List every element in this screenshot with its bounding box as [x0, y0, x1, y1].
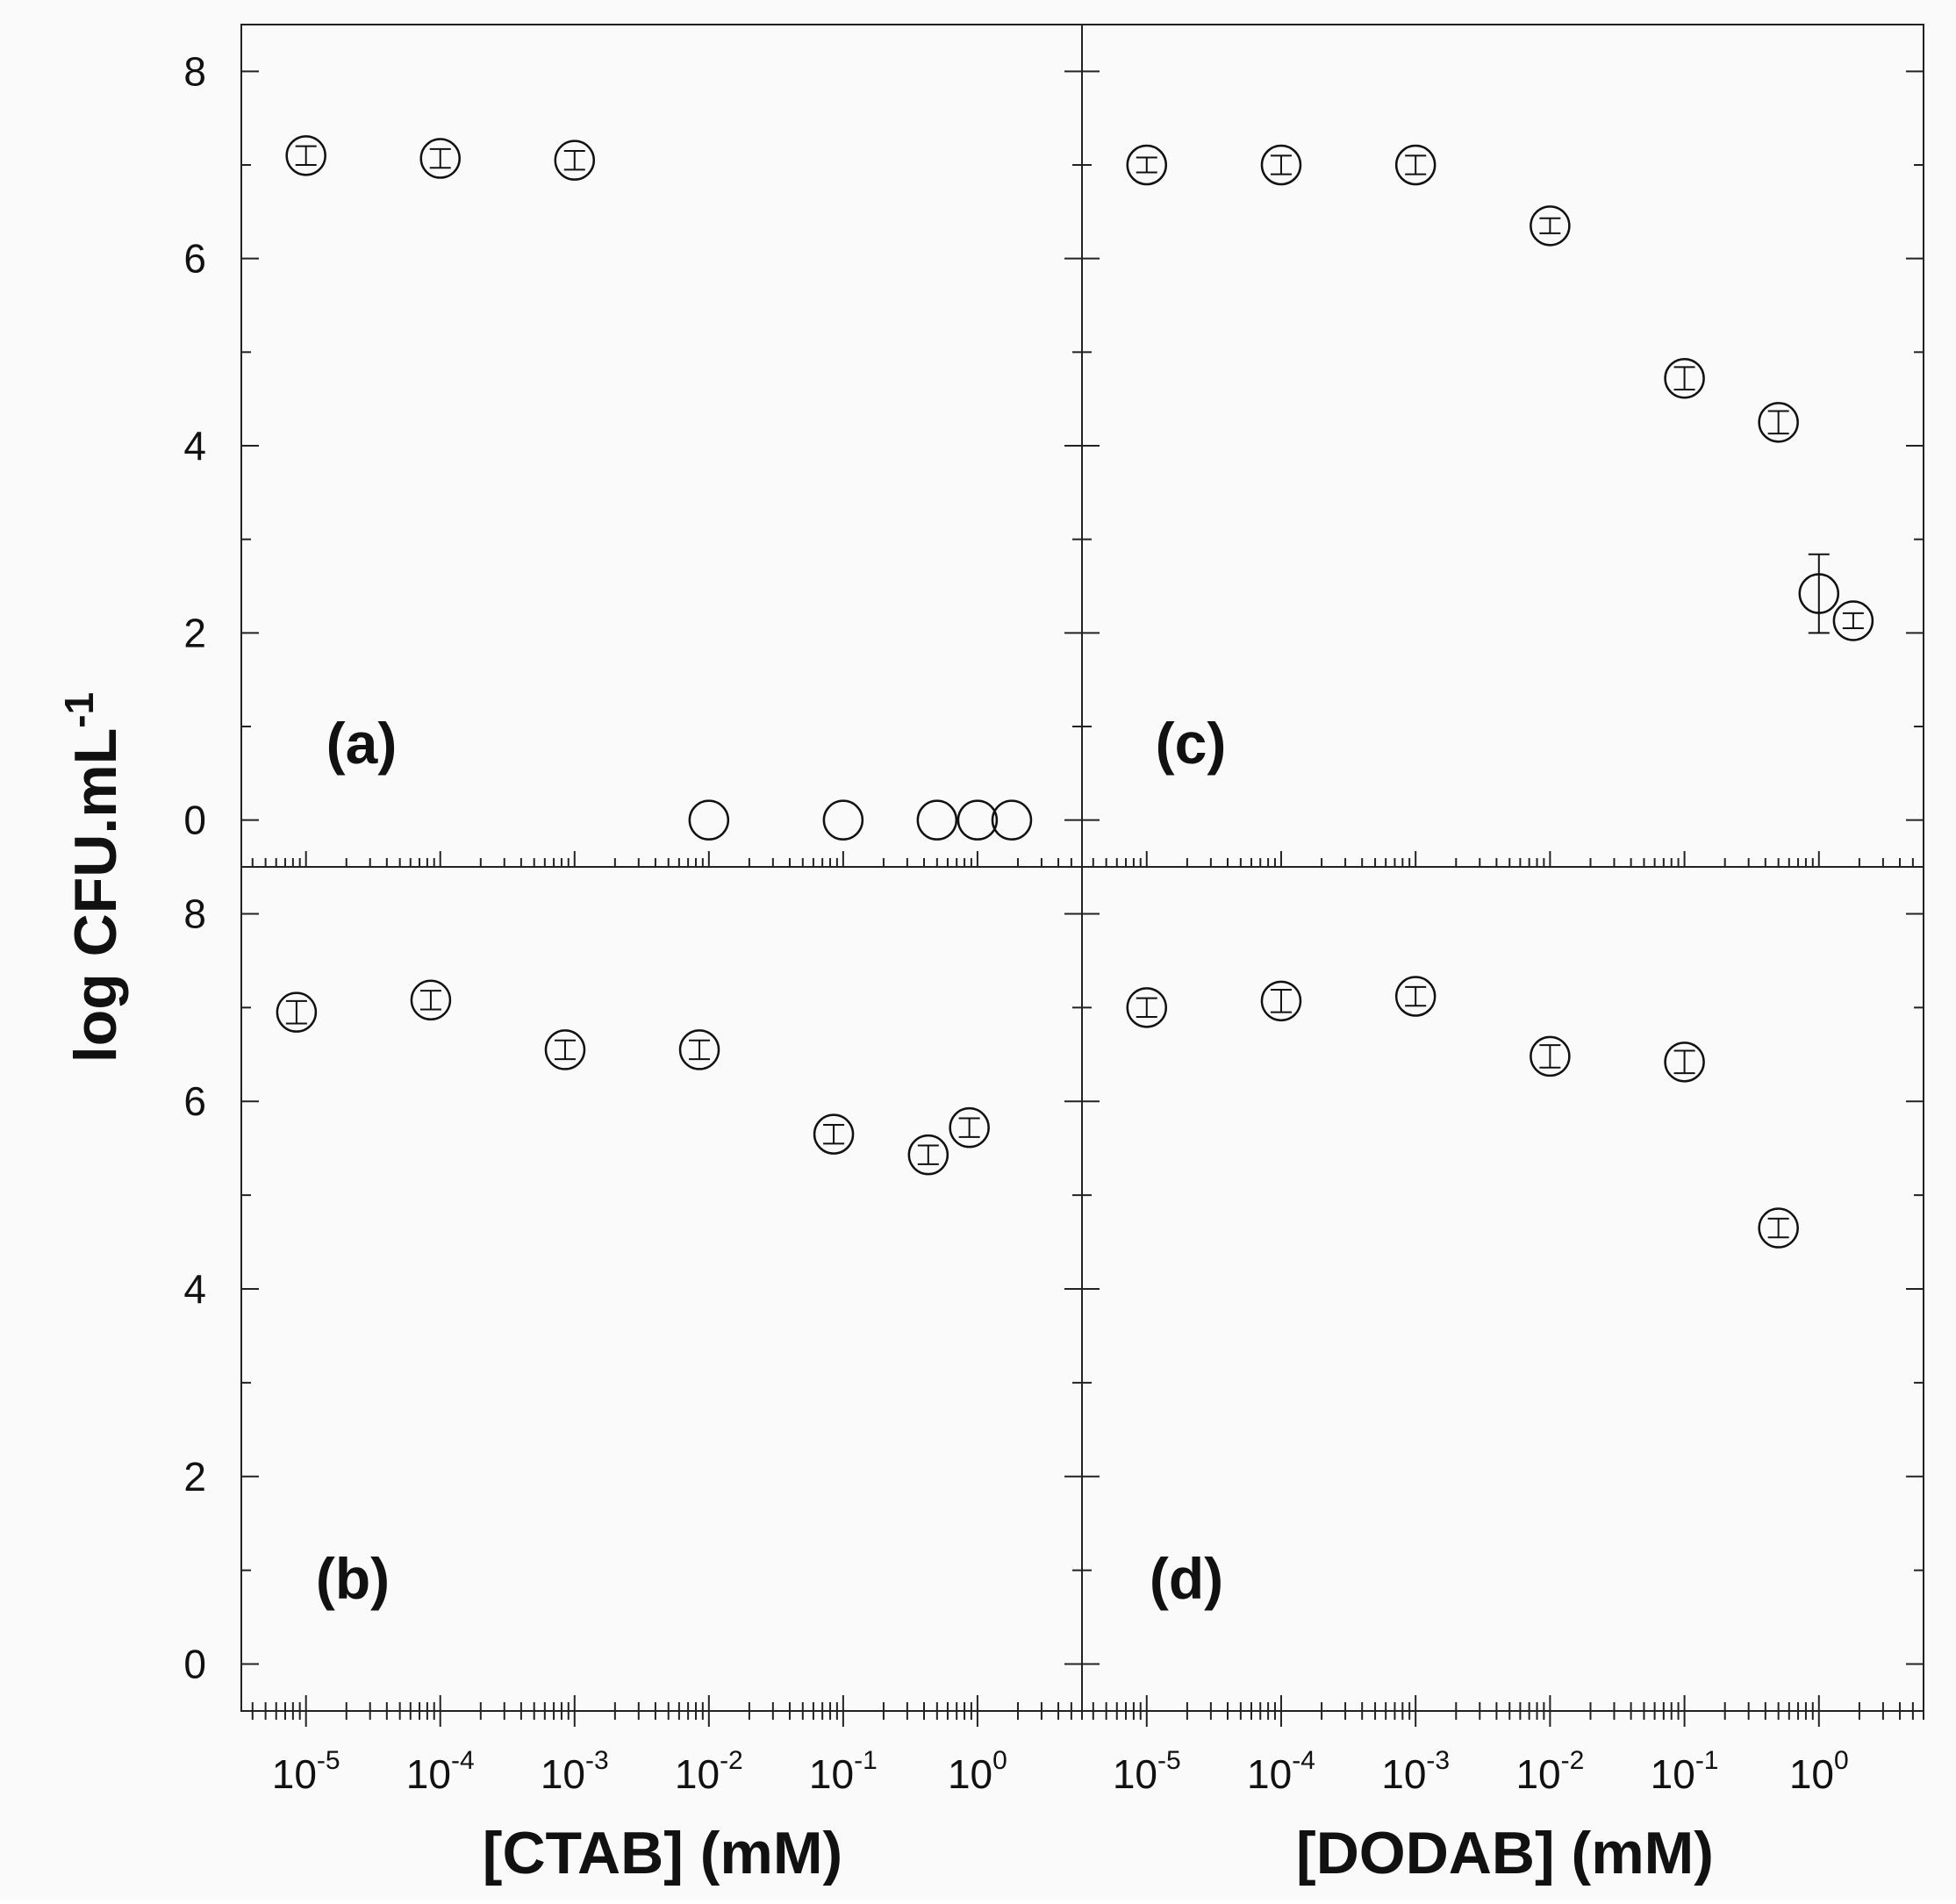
data-point: [544, 1029, 586, 1070]
y-tick-label: 8: [183, 48, 206, 94]
marker-circle: [822, 799, 864, 841]
y-tick-label: 6: [183, 236, 206, 282]
marker-circle: [1530, 1035, 1571, 1077]
marker-circle: [949, 1106, 990, 1149]
marker-circle: [1798, 573, 1840, 614]
marker-circle: [1260, 980, 1302, 1022]
x-tick-label: 10-3: [541, 1746, 609, 1797]
marker-circle: [1664, 1041, 1705, 1083]
marker-circle: [1758, 1207, 1799, 1249]
y-axis-title: log CFU.mL-1: [56, 692, 129, 1063]
data-point: [1664, 357, 1705, 399]
y-tick-label: 0: [183, 1642, 206, 1687]
marker-circle: [907, 1134, 949, 1176]
x-tick-label: 10-4: [1247, 1746, 1315, 1797]
marker-circle: [419, 138, 461, 179]
marker-circle: [1394, 976, 1437, 1017]
data-point: [1798, 553, 1840, 634]
data-point: [419, 138, 461, 179]
marker-circle: [813, 1113, 855, 1155]
data-point: [1394, 144, 1437, 186]
y-tick-label: 8: [183, 891, 206, 936]
marker-circle: [1394, 144, 1437, 186]
panel-label: (b): [316, 1546, 390, 1611]
marker-circle: [1664, 357, 1705, 399]
y-tick-label: 2: [183, 610, 206, 655]
x-tick-label: 10-4: [406, 1746, 475, 1797]
panel-c: (c): [1081, 24, 1924, 868]
marker-circle: [1832, 600, 1874, 641]
data-point: [822, 799, 864, 841]
x-tick-label: 100: [948, 1746, 1007, 1797]
x-tick-label: 10-5: [1113, 1746, 1181, 1797]
marker-circle: [1126, 144, 1168, 186]
x-axis-title-ctab: [CTAB] (mM): [483, 1820, 842, 1886]
x-tick-label: 10-2: [1515, 1746, 1584, 1797]
data-point: [1530, 205, 1571, 247]
data-point: [1832, 600, 1874, 641]
data-point: [1260, 144, 1302, 186]
marker-circle: [1260, 144, 1302, 186]
y-tick-label: 0: [183, 798, 206, 843]
marker-circle: [285, 135, 326, 176]
y-tick-label: 4: [183, 1266, 206, 1312]
data-point: [410, 979, 452, 1021]
x-axis-title-dodab: [DODAB] (mM): [1296, 1820, 1714, 1886]
panel-label: (c): [1156, 711, 1227, 776]
data-point: [678, 1029, 720, 1070]
data-point: [285, 135, 326, 176]
data-point: [1758, 1207, 1799, 1249]
y-axis-title-text: log CFU.mL: [62, 728, 129, 1063]
data-point: [813, 1113, 855, 1155]
data-point: [949, 1106, 990, 1149]
data-point: [957, 799, 999, 841]
y-tick-label: 6: [183, 1078, 206, 1124]
marker-circle: [957, 799, 999, 841]
marker-circle: [276, 991, 318, 1033]
marker-circle: [554, 140, 596, 181]
marker-circle: [991, 799, 1033, 841]
marker-circle: [1758, 402, 1799, 443]
y-axis-title-superscript: -1: [56, 692, 102, 728]
x-tick-label: 100: [1789, 1746, 1849, 1797]
marker-circle: [688, 799, 730, 841]
data-point: [1530, 1035, 1571, 1077]
panel-b: 0 2 4 6 8 10-5 10-4 10-3 10-2 10-1 100 (b): [183, 866, 1083, 1797]
x-tick-label: 10-1: [809, 1746, 878, 1797]
marker-circle: [544, 1029, 586, 1070]
y-tick-label: 2: [183, 1454, 206, 1500]
data-point: [1394, 976, 1437, 1017]
data-point: [991, 799, 1033, 841]
panel-d: 10-5 10-4 10-3 10-2 10-1 100 (d): [1081, 866, 1924, 1797]
marker-circle: [916, 799, 958, 841]
marker-circle: [410, 979, 452, 1021]
data-point: [916, 799, 958, 841]
x-tick-label: 10-5: [272, 1746, 340, 1797]
data-point: [1664, 1041, 1705, 1083]
x-tick-label: 10-1: [1651, 1746, 1719, 1797]
y-tick-label: 4: [183, 423, 206, 469]
marker-circle: [1530, 205, 1571, 247]
data-point: [688, 799, 730, 841]
panel-label: (a): [326, 711, 398, 776]
data-point: [907, 1134, 949, 1176]
data-point: [276, 991, 318, 1033]
data-point: [1126, 987, 1168, 1028]
data-point: [1260, 980, 1302, 1022]
marker-circle: [1126, 987, 1168, 1028]
marker-circle: [678, 1029, 720, 1070]
panel-label: (d): [1150, 1546, 1223, 1611]
x-tick-label: 10-3: [1381, 1746, 1450, 1797]
data-point: [1758, 402, 1799, 443]
x-tick-label: 10-2: [675, 1746, 743, 1797]
data-point: [554, 140, 596, 181]
panel-a: 0 2 4 6 8 (a): [183, 24, 1083, 868]
data-point: [1126, 144, 1168, 186]
